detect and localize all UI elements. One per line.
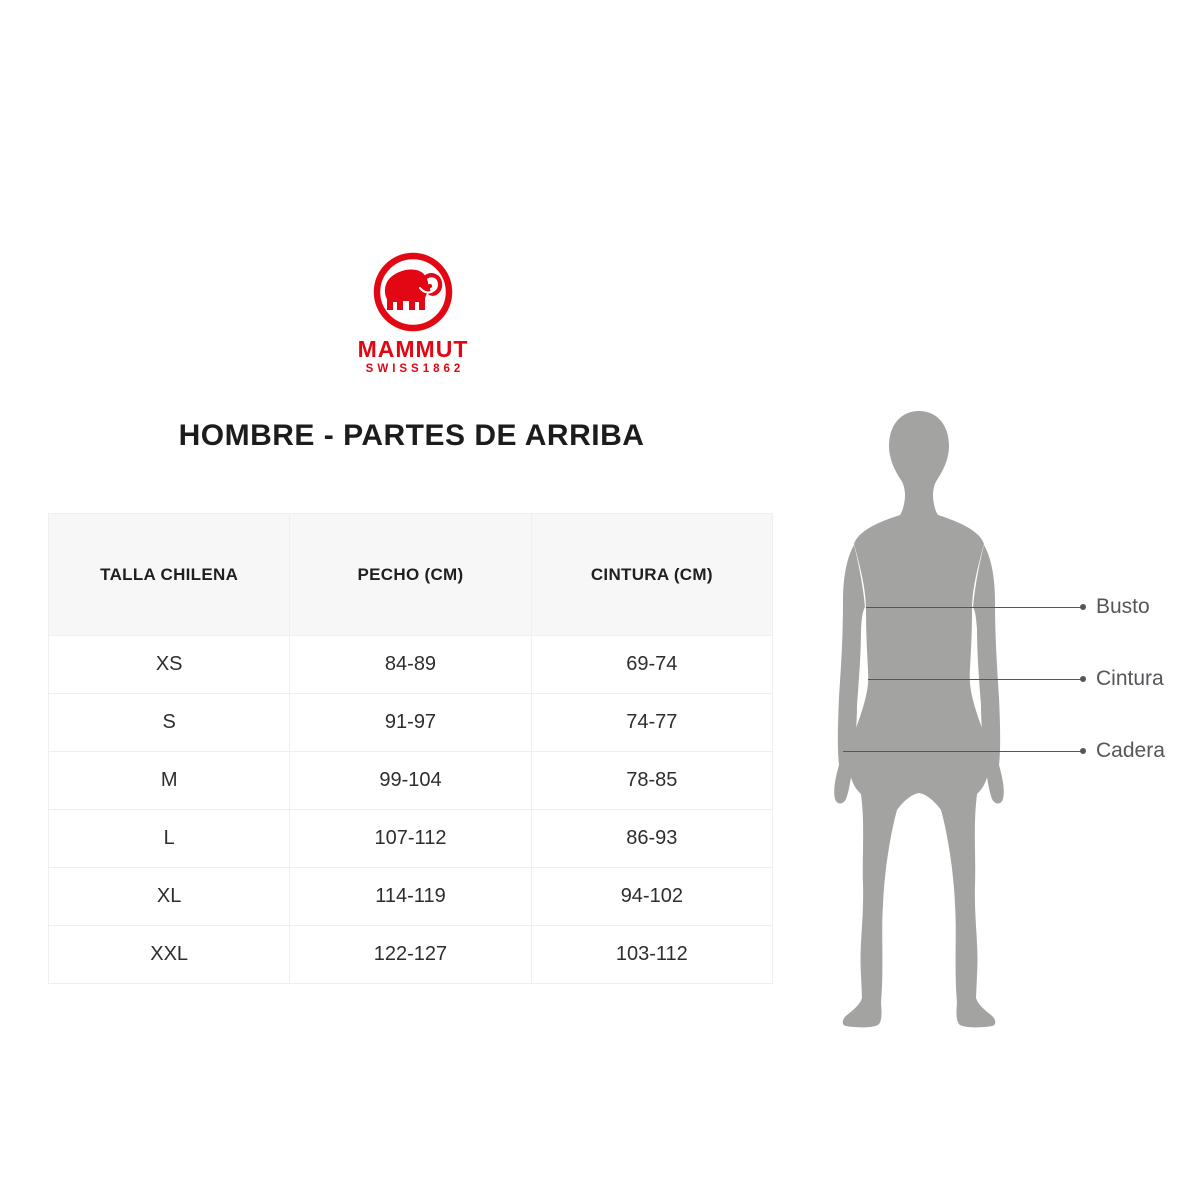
cadera-line-dot (1080, 748, 1086, 754)
cintura-measure-line (868, 676, 1086, 682)
table-row-xs: XS 84-89 69-74 (47, 635, 774, 694)
cintura-line-dot (1080, 676, 1086, 682)
cell-cintura: 78-85 (530, 751, 774, 810)
cadera-measure-line (843, 748, 1086, 754)
cell-pecho: 84-89 (289, 635, 532, 694)
brand-logo: MAMMUT SWISS1862 (303, 252, 523, 376)
cell-cintura: 69-74 (530, 635, 774, 694)
size-table-header-row: TALLA CHILENA PECHO (CM) CINTURA (CM) (47, 513, 774, 636)
cell-size: XS (47, 635, 291, 694)
cell-cintura: 86-93 (530, 809, 774, 868)
cell-size: S (47, 693, 291, 752)
size-table: TALLA CHILENA PECHO (CM) CINTURA (CM) XS… (47, 513, 774, 984)
cell-pecho: 107-112 (289, 809, 532, 868)
mammut-mammoth-logo-icon (373, 252, 453, 332)
cell-cintura: 103-112 (530, 925, 774, 984)
cell-size: L (47, 809, 291, 868)
cell-size: XXL (47, 925, 291, 984)
male-body-silhouette-icon (834, 411, 1004, 1028)
cadera-label: Cadera (1096, 739, 1165, 762)
table-row-xxl: XXL 122-127 103-112 (47, 925, 774, 984)
column-header-pecho: PECHO (CM) (289, 513, 532, 636)
column-header-cintura: CINTURA (CM) (530, 513, 774, 636)
brand-tagline: SWISS1862 (365, 363, 465, 375)
table-row-s: S 91-97 74-77 (47, 693, 774, 752)
busto-line-dot (1080, 604, 1086, 610)
table-row-l: L 107-112 86-93 (47, 809, 774, 868)
column-header-talla: TALLA CHILENA (47, 513, 291, 636)
cell-pecho: 114-119 (289, 867, 532, 926)
cell-size: M (47, 751, 291, 810)
busto-label: Busto (1096, 595, 1150, 618)
page-title: HOMBRE - PARTES DE ARRIBA (178, 419, 645, 452)
brand-wordmark: MAMMUT (357, 336, 469, 362)
cell-size: XL (47, 867, 291, 926)
cell-pecho: 99-104 (289, 751, 532, 810)
busto-measure-line (866, 604, 1086, 610)
cell-cintura: 74-77 (530, 693, 774, 752)
table-row-xl: XL 114-119 94-102 (47, 867, 774, 926)
cell-cintura: 94-102 (530, 867, 774, 926)
cintura-label: Cintura (1096, 667, 1164, 690)
cell-pecho: 91-97 (289, 693, 532, 752)
cell-pecho: 122-127 (289, 925, 532, 984)
table-row-m: M 99-104 78-85 (47, 751, 774, 810)
